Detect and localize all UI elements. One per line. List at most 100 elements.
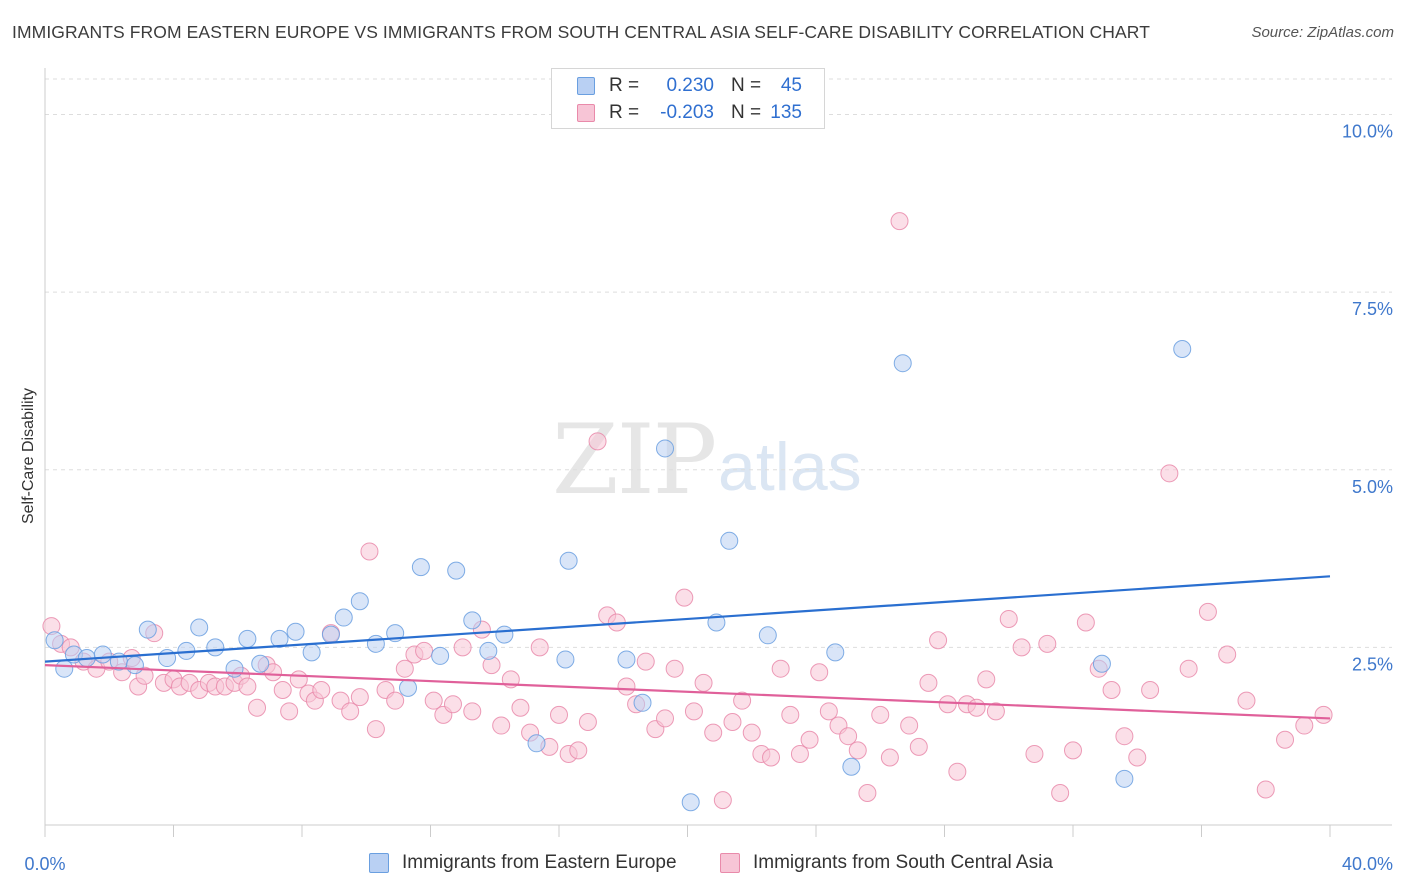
point-eastern-europe bbox=[463, 611, 482, 630]
point-eastern-europe bbox=[656, 439, 675, 458]
point-south-central-asia bbox=[492, 716, 511, 735]
legend-n-value: 135 bbox=[770, 102, 802, 123]
x-tick-label-max: 40.0% bbox=[1342, 854, 1393, 874]
point-eastern-europe bbox=[55, 659, 74, 678]
point-south-central-asia bbox=[733, 691, 752, 710]
legend-row-eastern-europe: R = 0.230 N = 45 bbox=[552, 74, 824, 100]
point-eastern-europe bbox=[720, 531, 739, 550]
point-south-central-asia bbox=[530, 638, 549, 657]
point-south-central-asia bbox=[312, 681, 331, 700]
point-south-central-asia bbox=[948, 762, 967, 781]
legend-r-value: -0.203 bbox=[660, 102, 714, 123]
point-eastern-europe bbox=[206, 638, 225, 657]
point-south-central-asia bbox=[1038, 634, 1057, 653]
point-south-central-asia bbox=[999, 609, 1018, 628]
y-tick-label: 7.5% bbox=[1352, 299, 1393, 319]
point-south-central-asia bbox=[938, 695, 957, 714]
point-eastern-europe bbox=[411, 558, 430, 577]
legend-n-label: N = bbox=[731, 102, 762, 123]
point-south-central-asia bbox=[264, 663, 283, 682]
point-south-central-asia bbox=[713, 791, 732, 810]
point-eastern-europe bbox=[93, 645, 112, 664]
y-axis-label: Self-Care Disability bbox=[20, 387, 37, 525]
point-south-central-asia bbox=[762, 748, 781, 767]
point-south-central-asia bbox=[1276, 730, 1295, 749]
point-south-central-asia bbox=[636, 652, 655, 671]
point-south-central-asia bbox=[289, 670, 308, 689]
point-south-central-asia bbox=[871, 705, 890, 724]
point-eastern-europe bbox=[138, 620, 157, 639]
point-south-central-asia bbox=[800, 730, 819, 749]
point-south-central-asia bbox=[360, 542, 379, 561]
point-south-central-asia bbox=[578, 712, 597, 731]
legend-swatch-pink bbox=[720, 853, 740, 873]
point-eastern-europe bbox=[431, 646, 450, 665]
point-south-central-asia bbox=[415, 641, 434, 660]
point-south-central-asia bbox=[350, 688, 369, 707]
point-eastern-europe bbox=[556, 650, 575, 669]
point-eastern-europe bbox=[559, 551, 578, 570]
point-eastern-europe bbox=[681, 793, 700, 812]
point-south-central-asia bbox=[977, 670, 996, 689]
legend-r-label: R = bbox=[609, 75, 640, 96]
legend-label: Immigrants from South Central Asia bbox=[753, 852, 1053, 873]
point-eastern-europe bbox=[350, 592, 369, 611]
point-eastern-europe bbox=[758, 626, 777, 645]
point-south-central-asia bbox=[723, 712, 742, 731]
point-south-central-asia bbox=[675, 588, 694, 607]
point-south-central-asia bbox=[550, 705, 568, 724]
point-south-central-asia bbox=[1160, 464, 1179, 483]
y-tick-label: 5.0% bbox=[1352, 477, 1393, 497]
x-tick-label-min: 0.0% bbox=[24, 854, 65, 874]
point-south-central-asia bbox=[781, 705, 800, 724]
point-south-central-asia bbox=[1295, 716, 1314, 735]
point-south-central-asia bbox=[694, 673, 713, 692]
point-south-central-asia bbox=[1179, 659, 1198, 678]
legend-swatch-blue bbox=[369, 853, 389, 873]
point-south-central-asia bbox=[463, 702, 482, 721]
point-eastern-europe bbox=[1115, 769, 1134, 788]
point-south-central-asia bbox=[909, 737, 928, 756]
legend-r-label: R = bbox=[609, 102, 640, 123]
point-south-central-asia bbox=[1064, 741, 1082, 760]
point-south-central-asia bbox=[424, 691, 443, 710]
point-eastern-europe bbox=[1092, 654, 1111, 673]
legend-row-south-central-asia: R = -0.203 N = 135 bbox=[552, 101, 824, 127]
point-south-central-asia bbox=[366, 720, 385, 739]
legend-swatch-blue bbox=[577, 77, 595, 95]
point-south-central-asia bbox=[656, 709, 675, 728]
point-eastern-europe bbox=[366, 634, 385, 653]
point-south-central-asia bbox=[890, 212, 909, 231]
point-south-central-asia bbox=[858, 784, 877, 803]
trendline-eastern-europe bbox=[44, 575, 1331, 663]
point-south-central-asia bbox=[1102, 681, 1121, 700]
point-eastern-europe bbox=[617, 650, 636, 669]
point-south-central-asia bbox=[1115, 727, 1134, 746]
point-south-central-asia bbox=[386, 691, 405, 710]
point-south-central-asia bbox=[1256, 780, 1275, 799]
point-south-central-asia bbox=[1128, 748, 1147, 767]
point-south-central-asia bbox=[771, 659, 790, 678]
point-south-central-asia bbox=[919, 673, 938, 692]
legend-n-value: 45 bbox=[780, 75, 802, 96]
point-eastern-europe bbox=[225, 659, 244, 678]
point-south-central-asia bbox=[1076, 613, 1095, 632]
point-eastern-europe bbox=[286, 622, 305, 641]
point-eastern-europe bbox=[399, 678, 418, 697]
point-eastern-europe bbox=[45, 631, 64, 650]
point-south-central-asia bbox=[453, 638, 472, 657]
point-south-central-asia bbox=[880, 748, 899, 767]
point-south-central-asia bbox=[273, 681, 292, 700]
point-south-central-asia bbox=[1237, 691, 1256, 710]
point-south-central-asia bbox=[986, 702, 1005, 721]
point-south-central-asia bbox=[1025, 744, 1044, 763]
point-south-central-asia bbox=[569, 741, 588, 760]
point-south-central-asia bbox=[511, 698, 530, 717]
point-eastern-europe bbox=[302, 643, 321, 662]
watermark-zip: ZIP bbox=[552, 404, 717, 516]
point-eastern-europe bbox=[495, 625, 514, 644]
point-eastern-europe bbox=[251, 654, 270, 673]
point-eastern-europe bbox=[527, 734, 546, 753]
y-tick-label: 2.5% bbox=[1352, 654, 1393, 674]
